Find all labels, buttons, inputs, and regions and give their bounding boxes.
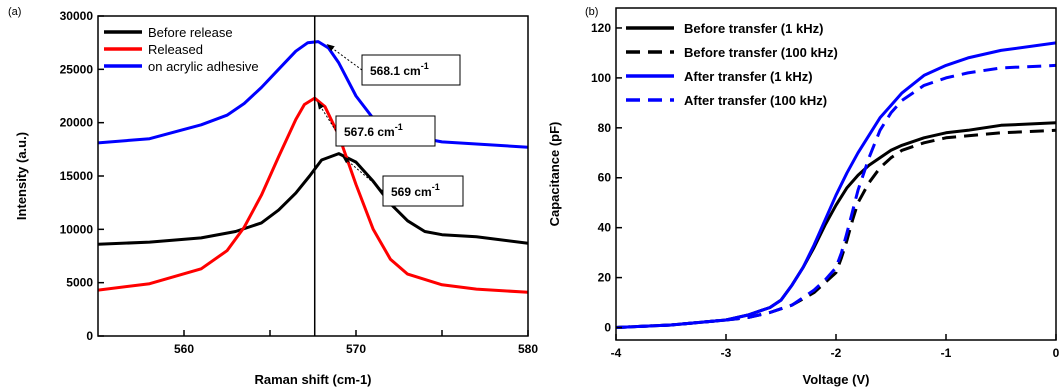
y-tick-label: 80 [598, 121, 612, 135]
annotation-label: 569 cm-1 [391, 182, 440, 199]
y-tick-label: 100 [591, 71, 611, 85]
y-tick-label: 30000 [60, 9, 94, 23]
legend-entry-0: Before transfer (1 kHz) [684, 21, 823, 36]
y-tick-label: 10000 [60, 222, 94, 236]
annotation-label: 567.6 cm-1 [344, 122, 403, 139]
y-tick-label: 20 [598, 271, 612, 285]
y-axis-label: Intensity (a.u.) [14, 132, 29, 220]
y-tick-label: 5000 [66, 276, 93, 290]
annotation-superscript: -1 [395, 122, 403, 132]
annotation-superscript: -1 [421, 61, 429, 71]
legend-entry-1: Released [148, 42, 203, 57]
annotation-value: 568.1 cm [370, 64, 421, 78]
annotation-box [361, 54, 461, 86]
annotation-arrow [342, 155, 384, 192]
annotation-value: 567.6 cm [344, 125, 395, 139]
x-tick-label: -4 [611, 346, 622, 360]
x-tick-label: -3 [721, 346, 732, 360]
y-tick-label: 25000 [60, 62, 94, 76]
annotation-box [335, 115, 436, 147]
series-group [616, 41, 1056, 329]
x-tick-label: 580 [518, 342, 538, 356]
series-line-0 [98, 152, 528, 246]
legend-entry-0: Before release [148, 25, 233, 40]
legend-entry-2: After transfer (1 kHz) [684, 69, 813, 84]
annotation-arrow [326, 44, 363, 71]
panel-label: (b) [585, 6, 598, 18]
x-tick-label: -1 [941, 346, 952, 360]
legend: Before release Released on acrylic adhesiv… [104, 25, 259, 74]
y-tick-label: 0 [86, 329, 93, 343]
y-tick-label: 120 [591, 21, 611, 35]
x-tick-label: 0 [1053, 346, 1059, 360]
legend-entry-2: on acrylic adhesive [148, 59, 259, 74]
x-axis-label: Voltage (V) [803, 372, 870, 387]
series-line-2 [616, 41, 1056, 329]
annotation-value: 569 cm [391, 185, 432, 199]
annotation-1: 567.6 cm-1 [317, 101, 436, 147]
annotation-arrow [317, 101, 337, 132]
panel-label: (a) [8, 6, 21, 18]
chart-panel-a: (a) 560 570 580 0 5000 10000 15000 20000 25000 300… [8, 6, 538, 387]
legend: Before transfer (1 kHz) Before transfer (… [626, 21, 838, 108]
y-tick-label: 60 [598, 171, 612, 185]
series-line-2 [98, 40, 528, 149]
chart-panel-b: (b) -4 -3 -2 -1 0 0 20 40 60 80 100 120 Voltage (V) Ca… [547, 6, 1059, 387]
series-group [98, 40, 528, 294]
legend-entry-3: After transfer (100 kHz) [684, 93, 827, 108]
series-line-3 [616, 63, 1056, 329]
annotation-2: 569 cm-1 [342, 155, 464, 207]
annotation-superscript: -1 [432, 182, 440, 192]
y-tick-label: 0 [604, 321, 611, 335]
y-tick-label: 40 [598, 221, 612, 235]
x-axis-label: Raman shift (cm-1) [254, 372, 371, 387]
annotation-0: 568.1 cm-1 [326, 44, 461, 86]
series-line-1 [616, 128, 1056, 329]
y-axis-label: Capacitance (pF) [547, 122, 562, 227]
y-tick-label: 15000 [60, 169, 94, 183]
series-line-0 [616, 121, 1056, 329]
x-tick-label: 560 [174, 342, 194, 356]
annotation-label: 568.1 cm-1 [370, 61, 429, 78]
x-tick-label: -2 [831, 346, 842, 360]
x-tick-label: 570 [346, 342, 366, 356]
legend-entry-1: Before transfer (100 kHz) [684, 45, 838, 60]
y-tick-label: 20000 [60, 116, 94, 130]
